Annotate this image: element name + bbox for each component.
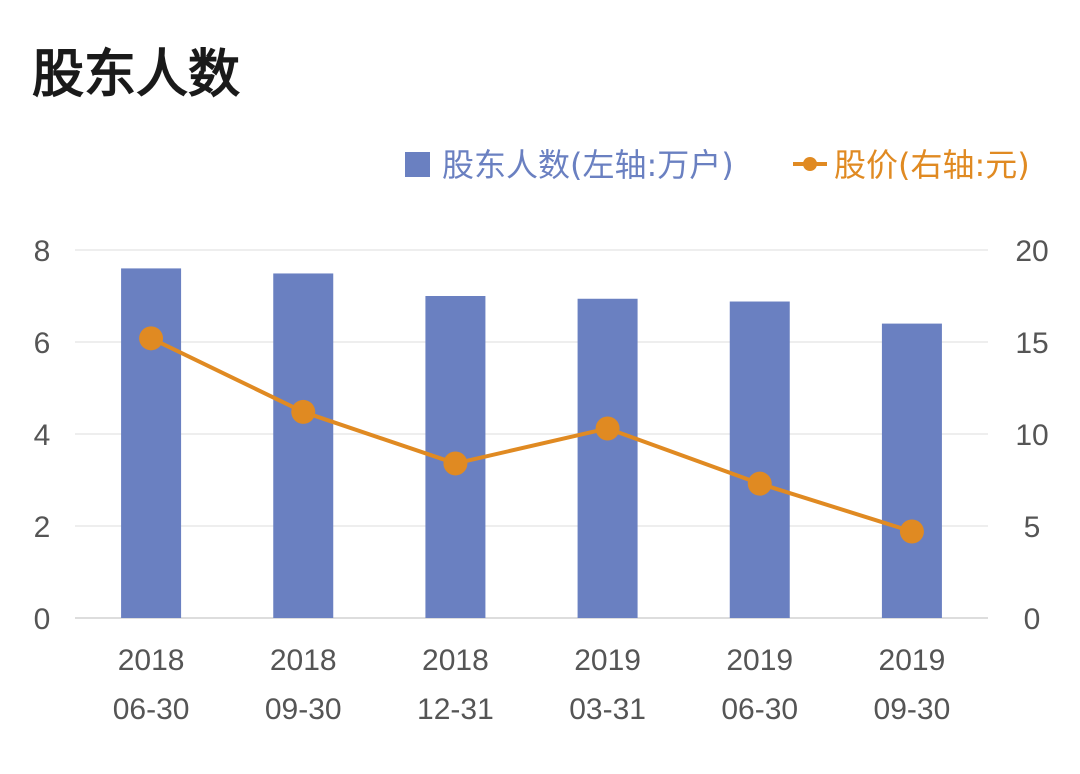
- gridlines: [75, 249, 988, 619]
- line-point: [595, 416, 620, 441]
- x-axis-tick-label: 09-30: [874, 693, 951, 726]
- bar: [729, 301, 790, 618]
- line-series: [139, 326, 924, 544]
- x-axis-tick-label: 2018: [422, 644, 489, 677]
- line-point: [291, 399, 316, 424]
- left-axis-tick-label: 8: [34, 235, 51, 268]
- x-axis-tick-label: 09-30: [265, 693, 342, 726]
- line-point: [747, 471, 772, 496]
- line-point: [899, 519, 924, 544]
- bar: [121, 268, 182, 618]
- left-axis-tick-label: 4: [34, 419, 51, 452]
- legend-line-marker: [803, 157, 817, 171]
- line-point: [443, 451, 468, 476]
- bar: [577, 298, 638, 618]
- right-axis-tick-label: 15: [1015, 327, 1048, 360]
- x-axis-tick-label: 2019: [574, 644, 641, 677]
- chart-title: 股东人数: [32, 45, 241, 105]
- legend-bar-swatch: [405, 152, 430, 177]
- x-axis-tick-label: 2019: [879, 644, 946, 677]
- bar-series: [121, 268, 942, 618]
- legend-bar-label: 股东人数(左轴:万户): [442, 146, 734, 184]
- left-axis-tick-label: 6: [34, 327, 51, 360]
- legend: 股东人数(左轴:万户) 股价(右轴:元): [405, 146, 1030, 184]
- right-axis-tick-label: 20: [1015, 235, 1048, 268]
- legend-line-label: 股价(右轴:元): [834, 146, 1030, 184]
- x-axis-tick-label: 2018: [270, 644, 337, 677]
- left-axis-tick-label: 2: [34, 511, 51, 544]
- x-axis-tick-label: 06-30: [721, 693, 798, 726]
- x-axis-tick-label: 03-31: [569, 693, 646, 726]
- x-axis-tick-label: 2019: [726, 644, 793, 677]
- right-axis-tick-label: 5: [1024, 511, 1041, 544]
- price-line: [150, 336, 913, 534]
- x-axis-tick-label: 06-30: [113, 693, 190, 726]
- x-axis-tick-label: 12-31: [417, 693, 494, 726]
- right-axis-tick-label: 10: [1015, 419, 1048, 452]
- right-axis-tick-label: 0: [1024, 603, 1041, 636]
- x-axis-tick-label: 2018: [118, 644, 185, 677]
- bar: [273, 273, 334, 618]
- axis-ticks: 0 2 4 6 8 0 5 10 15 20 2018 06-30 2018 09-30 2018 12-31…: [34, 235, 1049, 726]
- left-axis-tick-label: 0: [34, 603, 51, 636]
- line-point: [139, 326, 164, 351]
- bar: [881, 323, 942, 618]
